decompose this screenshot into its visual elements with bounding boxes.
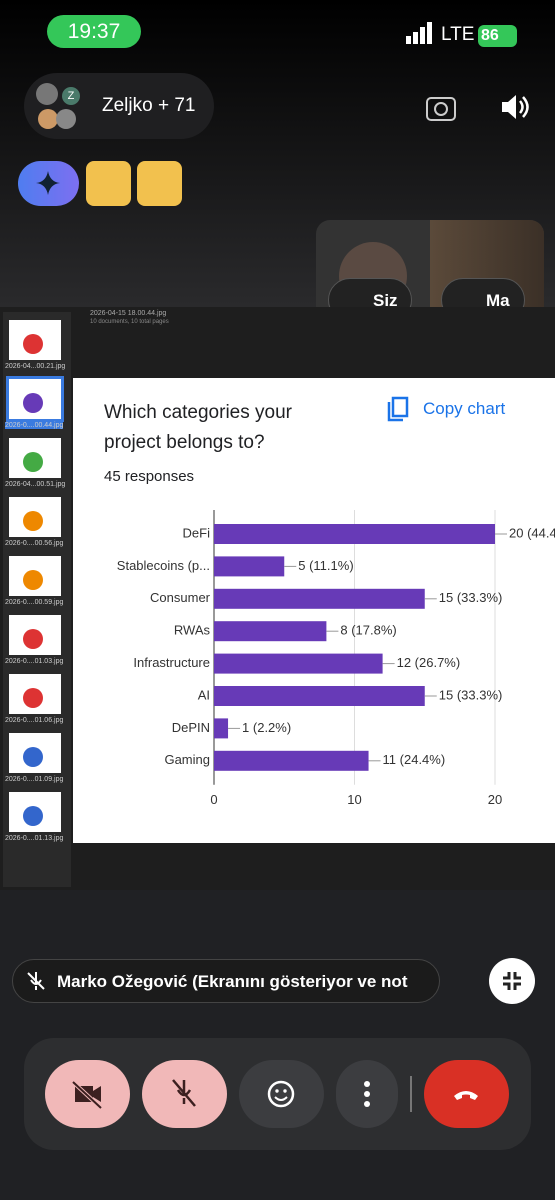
value-label: 1 (2.2%) bbox=[242, 720, 291, 735]
thumbnail[interactable] bbox=[9, 792, 61, 832]
bar bbox=[214, 621, 327, 642]
participant-name: Ma bbox=[486, 291, 510, 310]
thumbnail-sidebar: 2026-04...00.21.jpg 2026-0....00.44.jpg 20… bbox=[3, 312, 71, 887]
signal bbox=[406, 22, 434, 44]
hang-up[interactable] bbox=[424, 1060, 509, 1128]
y-tick-label: DeFi bbox=[183, 525, 211, 540]
thumbnail-label: 2026-0....01.03.jpg bbox=[5, 658, 64, 665]
thumbnail[interactable] bbox=[9, 674, 61, 714]
chart-subtitle: 45 responses bbox=[104, 468, 195, 485]
network: LTE bbox=[441, 24, 475, 45]
participant-tiles: Siz Ma bbox=[316, 220, 544, 333]
value-label: 15 (33.3%) bbox=[439, 687, 503, 702]
thumbnail-label: 2026-0....00.56.jpg bbox=[5, 540, 64, 547]
bar bbox=[214, 524, 495, 544]
call-title: Zeljko + 71 bbox=[102, 95, 196, 116]
y-tick-label: Stablecoins (p... bbox=[117, 558, 210, 573]
thumbnail-label: 2026-0....00.59.jpg bbox=[5, 599, 64, 606]
thumbnail[interactable] bbox=[9, 497, 61, 537]
y-tick-label: RWAs bbox=[174, 623, 211, 638]
copy-icon[interactable] bbox=[385, 396, 411, 422]
chart: 0 10 20 DeFi 20 (44.4%) Stablecoins (p... 5 (1… bbox=[117, 510, 555, 807]
mic-off[interactable] bbox=[142, 1060, 227, 1128]
bar bbox=[214, 588, 425, 609]
thumbnail-label: 2026-04...00.51.jpg bbox=[5, 481, 66, 488]
thumbnail-label: 2026-0....01.13.jpg bbox=[5, 835, 64, 842]
thumbnail[interactable] bbox=[9, 733, 61, 773]
battery: 86 bbox=[478, 25, 517, 47]
speaker[interactable] bbox=[500, 93, 530, 121]
value-label: 20 (44.4%) bbox=[509, 525, 555, 540]
thumbnail-label: 2026-0....01.06.jpg bbox=[5, 717, 64, 724]
y-tick-label: AI bbox=[198, 687, 210, 702]
thumbnail[interactable] bbox=[9, 320, 61, 360]
thumbnail[interactable] bbox=[9, 556, 61, 596]
thumbnail[interactable] bbox=[9, 615, 61, 655]
switch-camera[interactable] bbox=[425, 92, 457, 122]
thumbnail-label: 2026-04...00.21.jpg bbox=[5, 363, 66, 370]
chart-title: Which categories your project belongs to… bbox=[104, 402, 292, 453]
x-tick-label: 10 bbox=[347, 792, 361, 807]
x-tick-label: 0 bbox=[210, 792, 217, 807]
time: 19:37 bbox=[47, 15, 141, 48]
no-background-button[interactable] bbox=[86, 161, 131, 206]
copy-chart[interactable]: Copy chart bbox=[423, 399, 506, 418]
value-label: 12 (26.7%) bbox=[397, 655, 461, 670]
y-tick-label: DePIN bbox=[172, 720, 210, 735]
bar bbox=[214, 556, 285, 577]
bar bbox=[214, 686, 425, 706]
more-options[interactable] bbox=[336, 1060, 398, 1128]
file-info: 10 documents, 10 total pages bbox=[90, 319, 169, 325]
reactions[interactable] bbox=[239, 1060, 324, 1128]
leave-room-button[interactable] bbox=[137, 161, 182, 206]
bar bbox=[214, 718, 229, 739]
file-name: 2026-04-15 18.00.44.jpg bbox=[90, 310, 167, 317]
thumbnail-label: 2026-0....01.09.jpg bbox=[5, 776, 64, 783]
call-header[interactable]: Z Zeljko + 71 bbox=[24, 73, 214, 139]
y-tick-label: Infrastructure bbox=[133, 655, 210, 670]
thumbnail[interactable] bbox=[9, 438, 61, 478]
bar bbox=[214, 653, 383, 674]
y-tick-label: Consumer bbox=[150, 590, 211, 605]
y-tick-label: Gaming bbox=[164, 752, 210, 767]
camera-off[interactable] bbox=[45, 1060, 130, 1128]
bar bbox=[214, 750, 369, 771]
participant-name: Siz bbox=[373, 291, 398, 310]
thumbnail-label: 2026-0....00.44.jpg bbox=[5, 422, 64, 429]
value-label: 5 (11.1%) bbox=[298, 558, 353, 573]
fullscreen-exit[interactable] bbox=[489, 958, 535, 1004]
gemini-button[interactable] bbox=[18, 161, 79, 206]
thumbnail[interactable] bbox=[6, 376, 64, 422]
avatar-initial: Z bbox=[62, 87, 80, 105]
value-label: 11 (24.4%) bbox=[383, 752, 446, 767]
value-label: 8 (17.8%) bbox=[340, 623, 396, 638]
chart-panel: Which categories your project belongs to… bbox=[73, 378, 555, 843]
shared-screen: 2026-04-15 18.00.44.jpg 10 documents, 10… bbox=[0, 307, 555, 890]
value-label: 15 (33.3%) bbox=[439, 590, 503, 605]
x-tick-label: 20 bbox=[488, 792, 502, 807]
control-bar bbox=[24, 1038, 531, 1150]
presenter-pill: Marko Ožegović (Ekranını gösteriyor ve n… bbox=[12, 959, 440, 1003]
presenter-name: Marko Ožegović (Ekranını gösteriyor ve n… bbox=[57, 972, 408, 991]
